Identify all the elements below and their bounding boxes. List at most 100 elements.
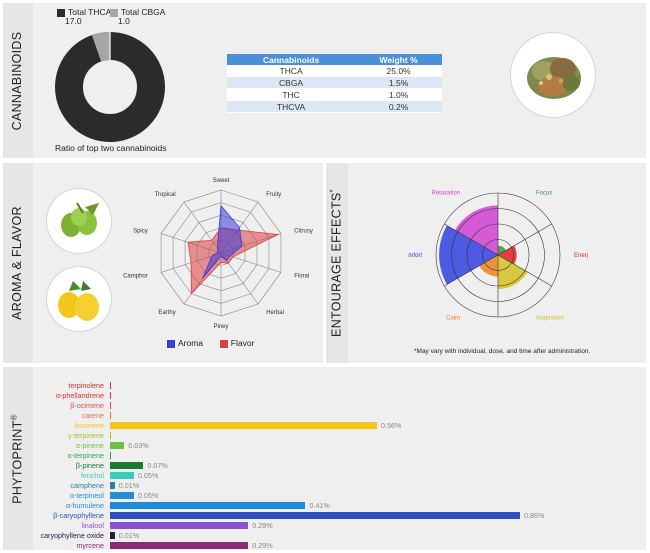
terpene-value: 0.01% — [118, 531, 140, 540]
terpene-value: 0.03% — [128, 441, 149, 450]
radar-axis-label: Herbal — [266, 310, 284, 316]
table-row: THCA 25.0% — [227, 65, 442, 77]
aroma-strip: AROMA & FLAVOR — [3, 163, 31, 363]
aroma-section: AROMA & FLAVOR Sweet Fruity Citrusy Floral H… — [3, 163, 323, 363]
lemon-image — [47, 267, 111, 331]
flavor-swatch — [219, 339, 228, 348]
aroma-title: AROMA & FLAVOR — [10, 206, 24, 320]
effect-label: Energy — [574, 253, 588, 259]
phytoprint-strip: PHYTOPRINT® — [3, 367, 31, 550]
flavor-legend-label: Flavor — [230, 338, 255, 348]
terpene-bar — [110, 422, 377, 429]
terpene-row: β-ocimene — [3, 401, 646, 410]
terpene-row: α-humulene 0.41% — [3, 501, 646, 510]
cannabis-bud-image — [511, 33, 595, 117]
table-cell-name: THCA — [227, 65, 356, 77]
terpene-row: γ-terpinene — [3, 431, 646, 440]
terpene-row: linalool 0.29% — [3, 521, 646, 530]
table-cell-name: THC — [227, 88, 356, 101]
cbga-swatch — [110, 8, 118, 17]
table-cell-weight: 1.0% — [355, 88, 442, 101]
donut-caption: Ratio of top two cannabinoids — [55, 143, 167, 153]
terpene-bar — [110, 542, 249, 549]
terpene-bar — [110, 492, 134, 499]
effect-label: Relaxation — [432, 191, 460, 197]
terpene-bar — [110, 532, 115, 539]
terpene-bar — [110, 502, 306, 509]
donut-legend-cbga: Total CBGA 1.0 — [110, 7, 165, 26]
entourage-title: ENTOURAGE EFFECTS* — [328, 189, 343, 337]
phytoprint-content: terpinolene α-phellandrene β-ocimene carene… — [33, 367, 646, 550]
cbga-legend-label: Total CBGA — [121, 7, 166, 17]
donut-cbga-slice — [91, 32, 111, 62]
flavor-series-area — [187, 227, 280, 295]
radar-legend: Aroma Flavor — [167, 338, 254, 348]
table-cell-weight: 1.5% — [355, 76, 442, 89]
cannabinoids-section: CANNABINOIDS Total THCA 17.0 Total CBGA … — [3, 3, 646, 158]
cannabinoid-table: Cannabinoids Weight % THCA 25.0% CBGA 1.… — [227, 54, 442, 113]
terpene-bar — [110, 432, 111, 439]
terpene-name: myrcene — [76, 541, 104, 550]
radar-axis-label: Citrusy — [294, 228, 313, 234]
terpene-name: γ-terpinene — [68, 431, 104, 440]
radar-axis-label: Camphor — [123, 274, 148, 280]
terpene-bar — [110, 382, 111, 389]
thca-legend-label: Total THCA — [68, 7, 112, 17]
thca-legend-value: 17.0 — [65, 16, 82, 26]
terpene-row: α-terpinene — [3, 451, 646, 460]
donut-legend-thca: Total THCA 17.0 — [57, 7, 111, 26]
terpene-row: fenchol 0.05% — [3, 471, 646, 480]
terpene-name: α-phellandrene — [55, 391, 104, 400]
terpene-row: caryophyllene oxide 0.01% — [3, 531, 646, 540]
rose-spoke — [444, 223, 499, 256]
terpene-value: 0.29% — [252, 541, 273, 550]
terpene-bar — [110, 442, 125, 449]
table-cell-name: THCVA — [227, 100, 356, 113]
effect-wedge — [455, 205, 498, 255]
rose-spoke — [497, 223, 552, 256]
terpene-name: carene — [82, 411, 104, 420]
effect-label: Focus — [536, 191, 552, 197]
table-header-weight: Weight % — [355, 54, 442, 65]
entourage-strip: ENTOURAGE EFFECTS* — [326, 163, 346, 363]
terpene-bar — [110, 462, 144, 469]
phytoprint-bar-chart: terpinolene α-phellandrene β-ocimene carene… — [3, 367, 646, 550]
table-row: CBGA 1.5% — [227, 76, 442, 89]
radar-axis-label: Fruity — [266, 192, 281, 198]
table-header-cannabinoids: Cannabinoids — [227, 54, 356, 65]
terpene-bar — [110, 412, 111, 419]
cannabinoids-title: CANNABINOIDS — [10, 31, 24, 130]
terpene-row: β-caryophyllene 0.86% — [3, 511, 646, 520]
terpene-name: linalool — [81, 521, 104, 530]
phytoprint-section: PHYTOPRINT® terpinolene α-phellandrene β-o… — [3, 367, 646, 550]
terpene-row: α-phellandrene — [3, 391, 646, 400]
radar-axis-label: Tropical — [155, 192, 176, 198]
effect-label: Inspiration — [536, 315, 564, 321]
terpene-value: 0.07% — [147, 461, 168, 470]
terpene-name: β-caryophyllene — [53, 511, 104, 520]
terpene-row: terpinolene — [3, 381, 646, 390]
terpene-value: 0.05% — [137, 491, 159, 500]
terpene-row: camphene 0.01% — [3, 481, 646, 490]
terpene-value: 0.41% — [309, 501, 330, 510]
cannabinoid-donut-chart — [55, 32, 165, 142]
terpene-name: β-pinene — [75, 461, 104, 470]
terpene-value: 0.01% — [118, 481, 140, 490]
terpene-bar — [110, 402, 111, 409]
effect-label: Comfort — [408, 253, 422, 259]
terpene-name: terpinolene — [68, 381, 104, 390]
aroma-series-area — [202, 204, 243, 279]
terpene-name: β-ocimene — [70, 401, 104, 410]
terpene-row: myrcene 0.29% — [3, 541, 646, 550]
terpene-value: 0.05% — [137, 471, 159, 480]
entourage-content: Focus Energy Inspiration Calm Comfort Relaxat… — [348, 163, 646, 363]
terpene-row: α-terpineol 0.05% — [3, 491, 646, 500]
terpene-row: carene — [3, 411, 646, 420]
effect-wedge — [498, 245, 507, 255]
table-header-row: Cannabinoids Weight % — [227, 54, 442, 65]
cannabis-bud-icon — [527, 57, 581, 99]
cbga-legend-value: 1.0 — [118, 16, 130, 26]
radar-axis-label: Piney — [213, 324, 228, 330]
effect-wedge — [479, 255, 498, 277]
entourage-rose-chart: Focus Energy Inspiration Calm Comfort Relaxat… — [408, 191, 588, 322]
